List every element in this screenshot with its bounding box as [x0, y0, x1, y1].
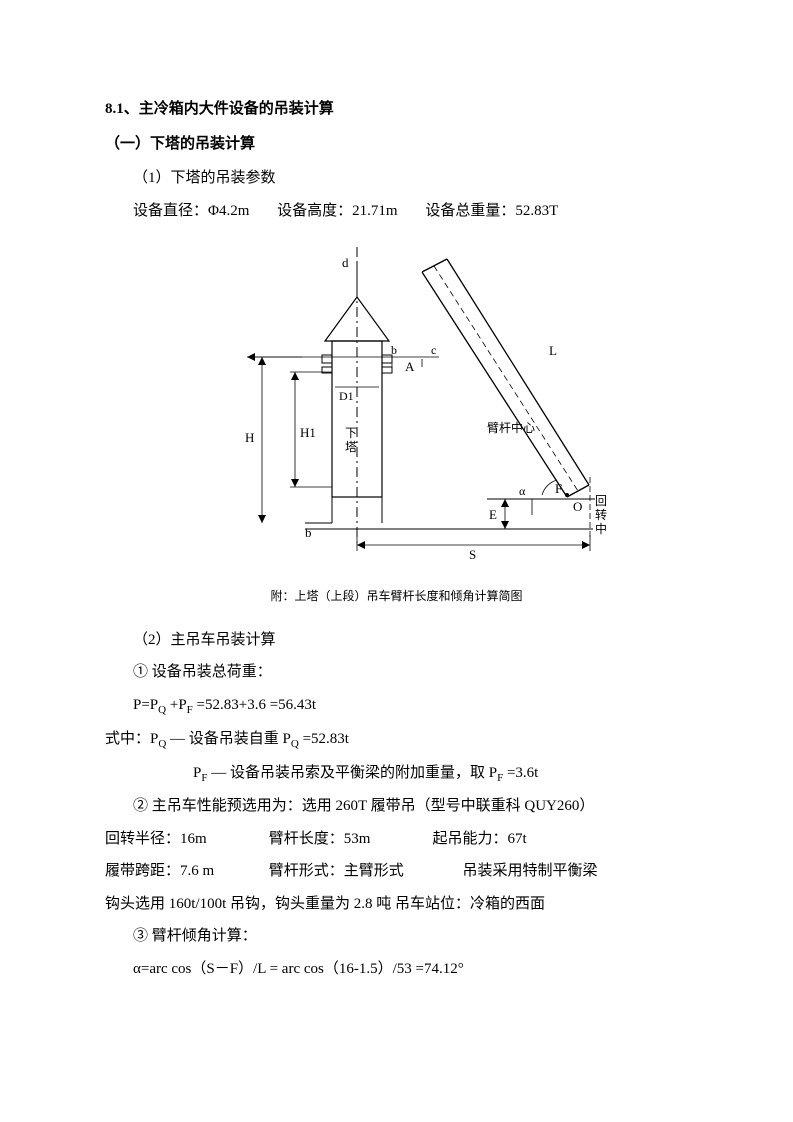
line7b: 臂杆形式：主臂形式	[269, 857, 459, 886]
param-line: 设备直径：Φ4.2m 设备高度：21.71m 设备总重量：52.83T	[105, 197, 688, 226]
svg-text:E: E	[489, 507, 497, 522]
line6b: 臂杆长度：53m	[269, 825, 429, 854]
svg-text:H: H	[245, 430, 254, 445]
diameter-label: 设备直径：	[133, 203, 208, 219]
svg-text:A: A	[405, 359, 415, 374]
calc-line10: α=arc cos（S－F）/L = arc cos（16-1.5）/53 =7…	[105, 955, 688, 984]
svg-text:回: 回	[595, 494, 607, 508]
diameter: 设备直径：Φ4.2m	[133, 203, 253, 219]
line6a: 回转半径：16m	[105, 825, 265, 854]
svg-text:D1: D1	[339, 389, 354, 403]
calc-line5: ② 主吊车性能预选用为：选用 260T 履带吊（型号中联重科 QUY260）	[105, 792, 688, 821]
svg-text:臂杆中心: 臂杆中心	[487, 420, 535, 435]
svg-text:S: S	[469, 547, 476, 562]
svg-text:b: b	[305, 525, 312, 540]
calc-line6: 回转半径：16m 臂杆长度：53m 起吊能力：67t	[105, 825, 688, 854]
svg-text:H1: H1	[300, 425, 316, 440]
subsection-1-title: （一）下塔的吊装计算	[105, 130, 688, 159]
height-label: 设备高度：	[277, 203, 352, 219]
p2-heading: （2）主吊车吊装计算	[105, 626, 688, 655]
svg-text:转: 转	[595, 507, 607, 522]
svg-text:O: O	[573, 499, 582, 514]
line7a: 履带跨距：7.6 m	[105, 857, 265, 886]
svg-text:下: 下	[345, 426, 357, 440]
height: 设备高度：21.71m	[277, 203, 401, 219]
height-value: 21.71m	[352, 203, 397, 219]
diagram-caption: 附：上塔（上段）吊车臂杆长度和倾角计算简图	[105, 585, 688, 608]
diameter-value: Φ4.2m	[208, 203, 249, 219]
line6c: 起吊能力：67t	[433, 831, 527, 847]
crane-diagram: d b H H1 下 塔 D1	[187, 237, 607, 577]
calc-line9: ③ 臂杆倾角计算：	[105, 922, 688, 951]
calc-line3: 式中：PQ — 设备吊装自重 PQ =52.83t	[105, 725, 688, 755]
section-title: 8.1、主冷箱内大件设备的吊装计算	[105, 95, 688, 124]
svg-text:c: c	[431, 343, 436, 357]
weight-label: 设备总重量：	[425, 203, 515, 219]
svg-text:中: 中	[595, 521, 607, 536]
calc-line2: P=PQ +PF =52.83+3.6 =56.43t	[105, 691, 688, 721]
svg-text:L: L	[549, 343, 557, 358]
svg-text:塔: 塔	[345, 440, 357, 454]
param-heading: （1）下塔的吊装参数	[105, 164, 688, 193]
weight-value: 52.83T	[515, 203, 558, 219]
calc-line8: 钩头选用 160t/100t 吊钩，钩头重量为 2.8 吨 吊车站位：冷箱的西面	[105, 890, 688, 919]
line7c: 吊装采用特制平衡梁	[463, 863, 598, 879]
svg-text:α: α	[519, 484, 526, 498]
calc-line7: 履带跨距：7.6 m 臂杆形式：主臂形式 吊装采用特制平衡梁	[105, 857, 688, 886]
label-d: d	[342, 255, 349, 270]
diagram-container: d b H H1 下 塔 D1	[105, 237, 688, 577]
calc-line1: ① 设备吊装总荷重：	[105, 658, 688, 687]
svg-text:b: b	[391, 343, 397, 357]
weight: 设备总重量：52.83T	[425, 203, 558, 219]
calc-line4: PF — 设备吊装吊索及平衡梁的附加重量，取 PF =3.6t	[105, 759, 688, 789]
svg-text:F: F	[555, 481, 562, 496]
